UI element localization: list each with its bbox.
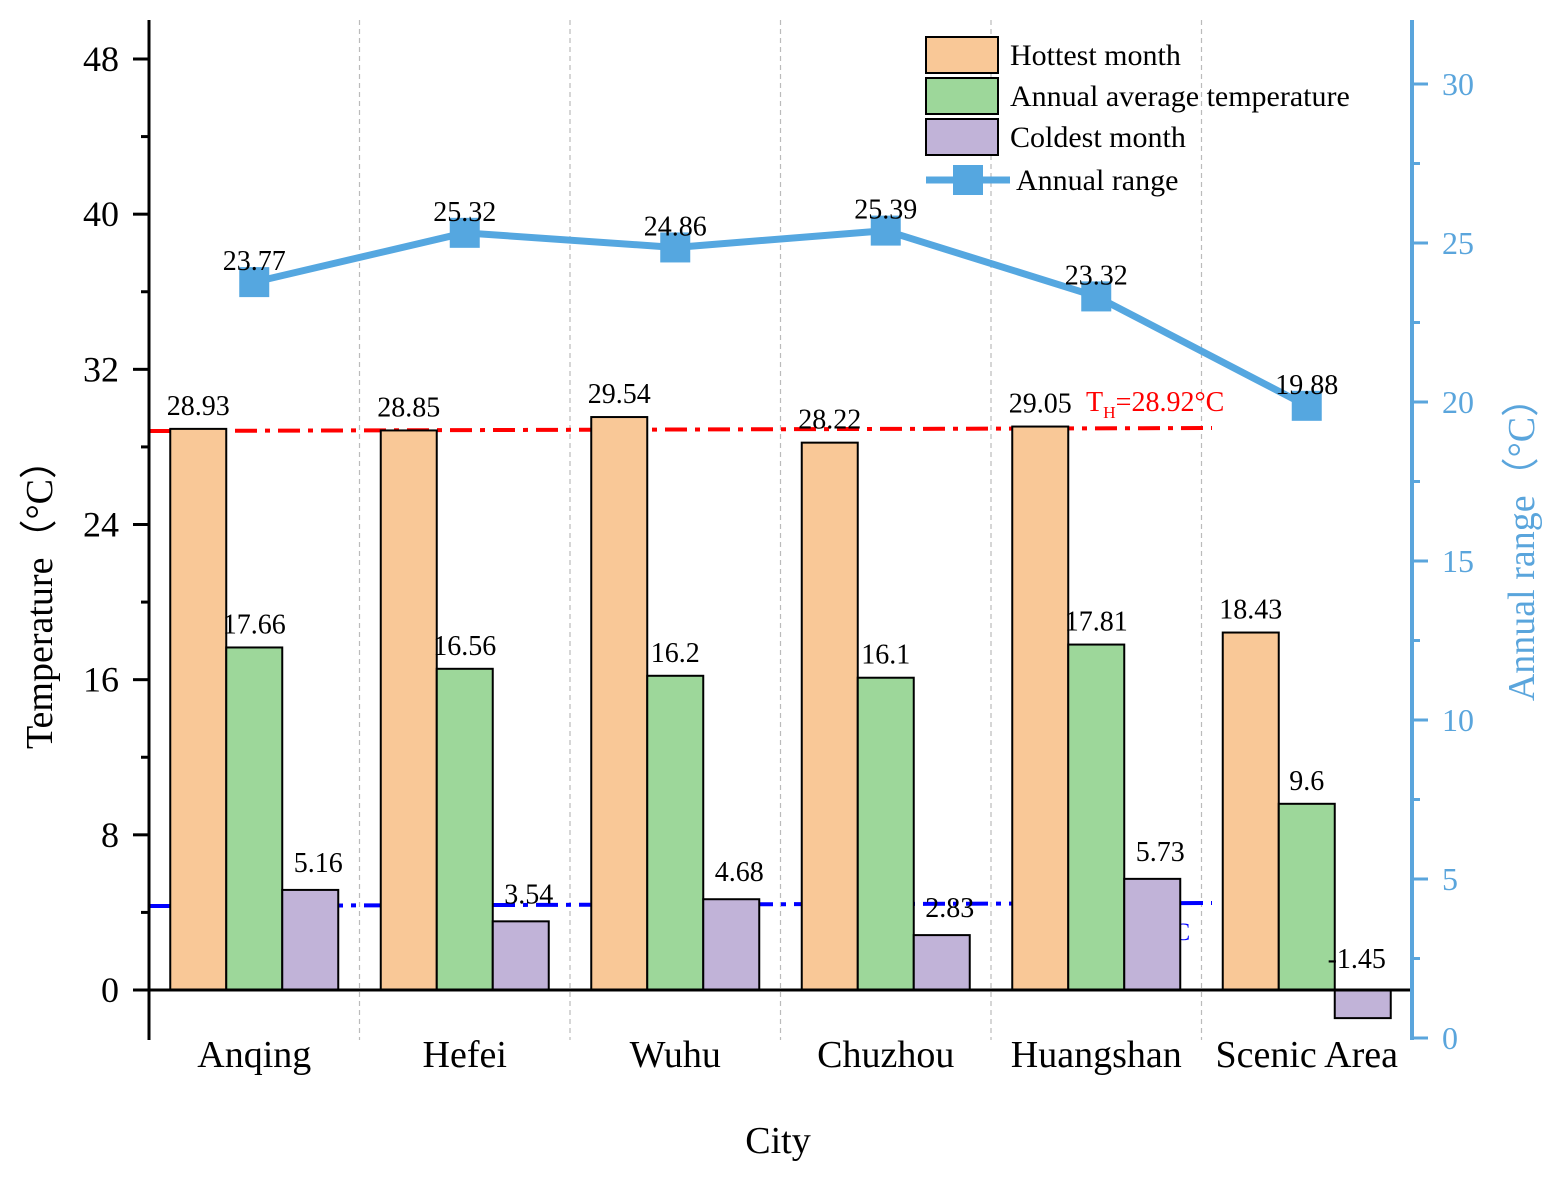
data-labels: 28.93 28.85 29.54 28.22 29.05 18.43 17.66 16.56… — [167, 195, 1386, 975]
annual-average-bar — [225, 646, 284, 992]
annual-range-marker — [660, 232, 691, 263]
line-data-label: 19.88 — [1275, 370, 1338, 401]
x-tick-label: Hefei — [423, 1034, 507, 1076]
line-data-label: 25.32 — [433, 197, 496, 228]
bar-data-label: 3.54 — [504, 879, 553, 910]
annual-range-marker — [1291, 390, 1322, 421]
y2-tick-label: 20 — [1442, 384, 1474, 420]
y2-tick-label: 10 — [1442, 702, 1474, 738]
legend: Hottest month Annual average temperature C… — [925, 36, 1350, 197]
y-tick-label: 48 — [83, 39, 119, 79]
legend-swatch — [925, 118, 999, 156]
y2-tick-label: 5 — [1442, 861, 1458, 897]
category-separators — [358, 20, 1203, 1040]
hottest-month-bar — [1011, 425, 1070, 992]
coldest-month-bar — [1333, 989, 1392, 1020]
bar-data-label: 28.93 — [167, 391, 230, 422]
annual-average-bar — [856, 676, 915, 992]
bar-data-label: 5.73 — [1136, 837, 1185, 868]
legend-label: Hottest month — [1010, 39, 1181, 72]
legend-label: Annual range — [1016, 164, 1178, 197]
line-data-label: 25.39 — [854, 195, 917, 226]
legend-swatch — [925, 77, 999, 115]
y-tick-label: 0 — [101, 970, 119, 1010]
y-axis-title: Temperature（°C） — [19, 441, 61, 749]
hottest-month-bar — [1221, 631, 1280, 991]
x-tick-label: Wuhu — [630, 1034, 721, 1076]
annual-range-marker — [870, 215, 901, 246]
bar-data-label: 29.54 — [588, 379, 651, 410]
annual-range-path — [253, 227, 1309, 409]
axes: 0 8 16 24 32 40 48 0 5 10 15 20 25 30 Anqing Hefei Wuhu C… — [83, 20, 1474, 1076]
legend-label: Annual average temperature — [1010, 80, 1350, 113]
x-tick-label: Anqing — [197, 1034, 311, 1076]
coldest-month-bar — [281, 888, 340, 991]
bar-data-label: 2.83 — [925, 893, 974, 924]
bar-data-label: -1.45 — [1328, 944, 1386, 975]
coldest-month-bar — [702, 898, 761, 991]
annual-range-marker — [239, 267, 270, 298]
legend-marker-swatch — [953, 165, 983, 195]
line-data-label: 23.77 — [223, 246, 286, 277]
y-tick-label: 16 — [83, 660, 119, 700]
annual-average-bar — [1067, 643, 1126, 991]
hottest-month-bar — [800, 441, 859, 991]
bar-data-label: 17.66 — [223, 609, 286, 640]
annual-average-bar — [646, 674, 705, 991]
y-tick-label: 40 — [83, 194, 119, 234]
bar-data-label: 16.56 — [433, 631, 496, 662]
bar-data-label: 29.05 — [1009, 389, 1072, 420]
y2-tick-label: 0 — [1442, 1020, 1458, 1056]
x-tick-label: Huangshan — [1011, 1034, 1182, 1076]
annual-average-bar — [1277, 802, 1336, 991]
y-tick-label: 32 — [83, 349, 119, 389]
coldest-month-bar — [491, 920, 550, 991]
bar-data-label: 17.81 — [1065, 607, 1128, 638]
hottest-month-bar — [169, 427, 228, 991]
bar-data-label: 9.6 — [1289, 766, 1324, 797]
legend-label: Coldest month — [1010, 121, 1186, 154]
bar-data-label: 4.68 — [715, 857, 764, 888]
legend-swatch — [925, 36, 999, 74]
y2-tick-label: 25 — [1442, 225, 1474, 261]
y-tick-label: 8 — [101, 815, 119, 855]
coldest-month-bar — [912, 934, 971, 992]
annual-average-bar — [435, 667, 494, 991]
annual-range-line — [239, 215, 1322, 421]
x-tick-label: Scenic Area — [1215, 1034, 1398, 1076]
hottest-month-bar — [379, 429, 438, 991]
bar-data-label: 16.2 — [651, 638, 700, 669]
reference-line-th — [148, 426, 1213, 433]
y-tick-label: 24 — [83, 505, 119, 545]
line-data-label: 24.86 — [644, 211, 707, 242]
y2-tick-label: 30 — [1442, 66, 1474, 102]
x-tick-label: Chuzhou — [817, 1034, 954, 1076]
bar-data-label: 5.16 — [294, 848, 343, 879]
x-axis-title: City — [745, 1120, 810, 1162]
bar-data-label: 28.85 — [377, 392, 440, 423]
bar-data-label: 16.1 — [861, 640, 910, 671]
y2-axis-title: Annual range（°C） — [1501, 379, 1543, 701]
annual-range-marker — [1081, 281, 1112, 312]
annual-range-marker — [449, 217, 480, 248]
bar-data-label: 28.22 — [798, 405, 861, 436]
hottest-month-bar — [590, 416, 649, 992]
line-data-label: 23.32 — [1065, 260, 1128, 291]
bar-data-label: 18.43 — [1219, 595, 1282, 626]
coldest-month-bar — [1123, 877, 1182, 991]
reference-label-th: TH=28.92°C — [1086, 387, 1224, 422]
y2-tick-label: 15 — [1442, 543, 1474, 579]
